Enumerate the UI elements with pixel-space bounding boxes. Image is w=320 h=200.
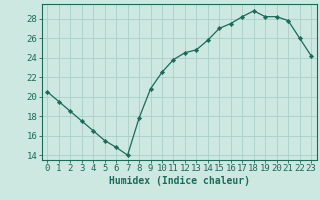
X-axis label: Humidex (Indice chaleur): Humidex (Indice chaleur) <box>109 176 250 186</box>
